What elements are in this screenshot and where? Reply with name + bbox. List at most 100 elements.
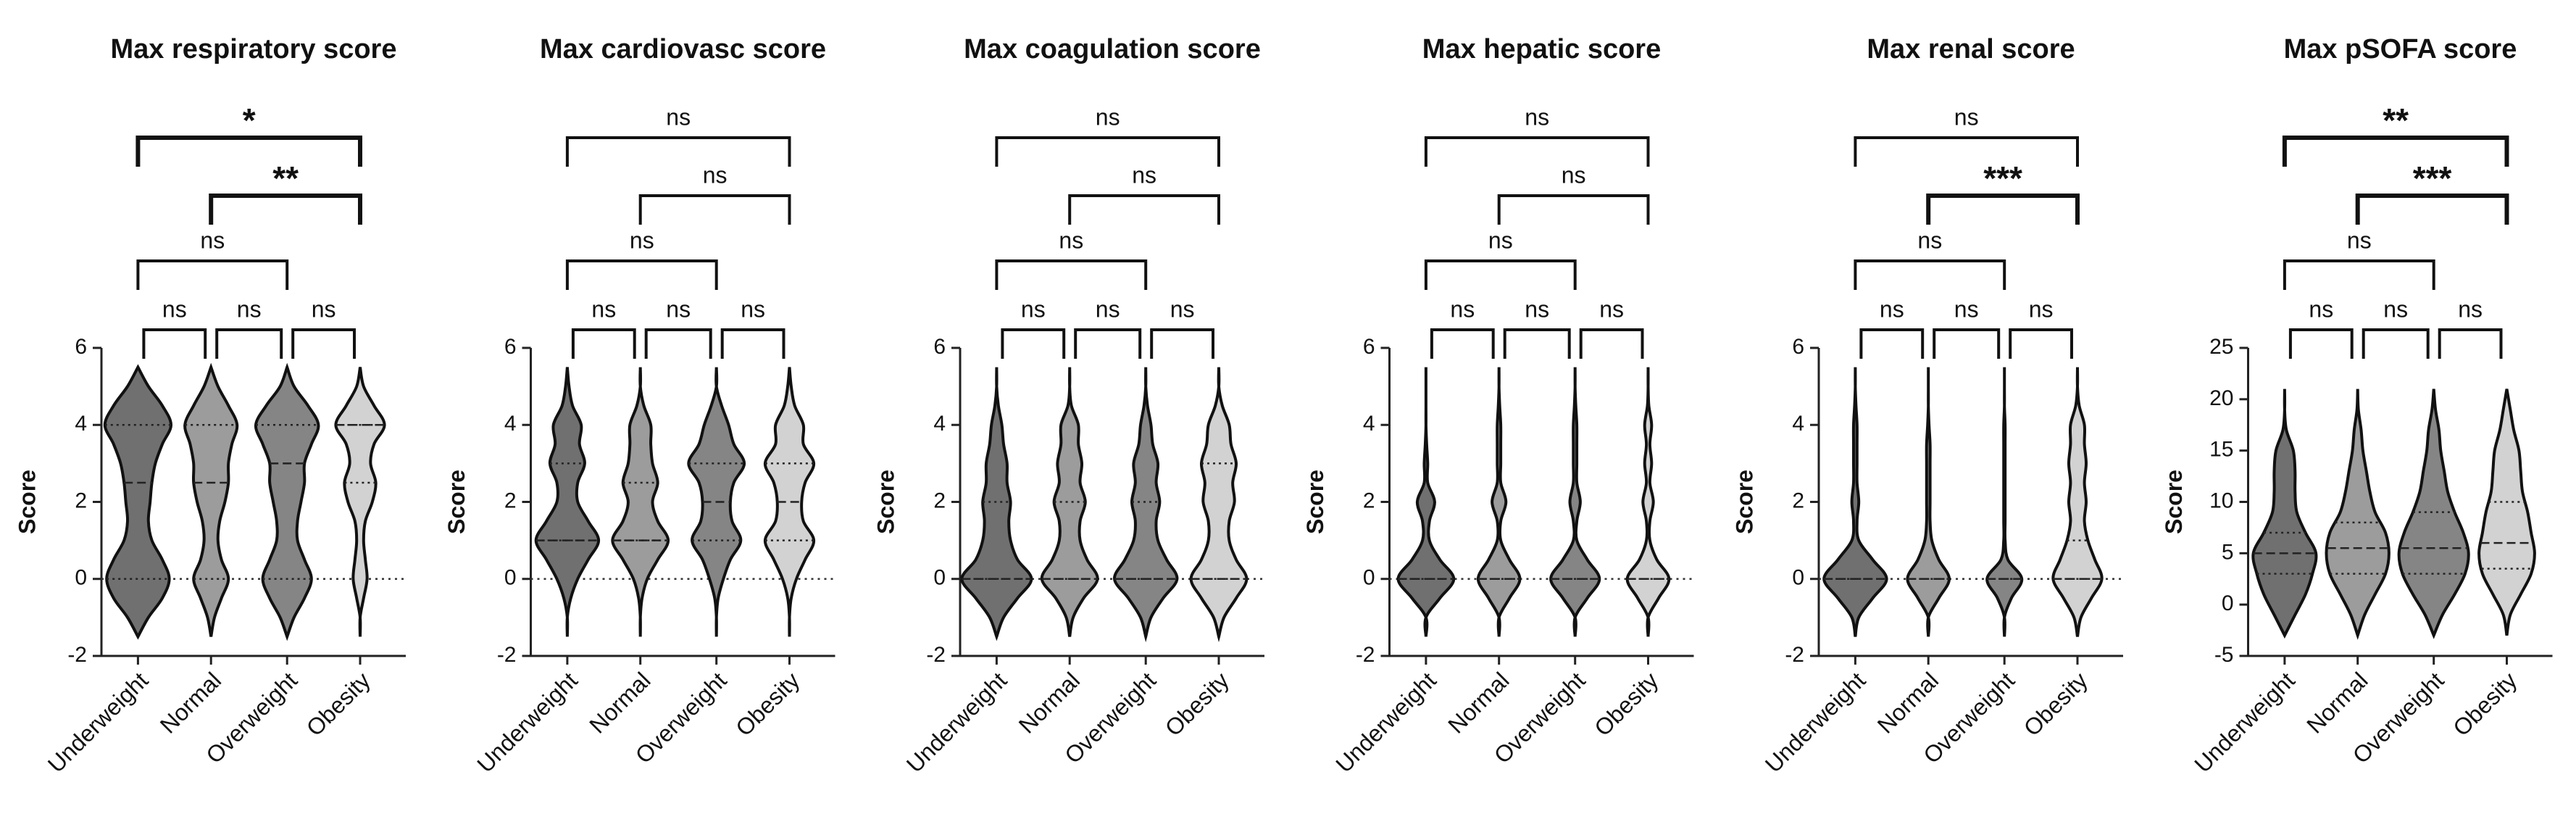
panel: Max hepatic score Score -2 0 2 4 6 Underweight N… <box>1302 34 1694 778</box>
y-axis-label: Score <box>1302 470 1328 534</box>
y-tick-label: -2 <box>1356 643 1375 667</box>
significance-bracket <box>1497 194 1650 225</box>
y-tick-label: -2 <box>67 643 87 667</box>
significance-bracket <box>571 328 636 359</box>
chart-title: Max hepatic score <box>1422 34 1661 65</box>
significance-label: ns <box>237 296 262 322</box>
significance-label: ns <box>1525 104 1549 130</box>
x-tick-label: Underweight <box>2189 667 2300 778</box>
significance-bracket <box>142 328 207 359</box>
significance-label: ns <box>2458 296 2483 322</box>
significance-bracket <box>2355 194 2509 225</box>
y-tick-label: 2 <box>1363 489 1375 512</box>
significance-bracket <box>2282 136 2509 167</box>
significance-bracket <box>995 136 1220 167</box>
violin <box>2477 388 2536 636</box>
x-tick-label: Underweight <box>1760 667 1871 778</box>
violin <box>960 367 1033 641</box>
violin <box>254 362 320 641</box>
significance-bracket <box>644 328 712 359</box>
y-tick-label: -2 <box>497 643 517 667</box>
significance-label: ** <box>272 159 299 197</box>
y-tick-label: 0 <box>2222 591 2234 615</box>
chart-title: Max renal score <box>1867 34 2075 65</box>
violin <box>1476 367 1522 637</box>
violin <box>534 367 601 637</box>
violin <box>1985 367 2024 637</box>
x-tick-label: Normal <box>1872 667 1943 738</box>
significance-label: ** <box>2383 101 2409 139</box>
violin <box>763 367 816 637</box>
y-tick-label: -2 <box>926 643 946 667</box>
significance-label: * <box>243 101 256 139</box>
violin <box>611 367 670 637</box>
significance-bracket <box>2362 328 2430 359</box>
x-tick-label: Underweight <box>43 667 154 778</box>
significance-label: ns <box>741 296 765 322</box>
significance-bracket <box>2009 328 2073 359</box>
y-tick-label: 5 <box>2222 540 2234 564</box>
violin <box>103 364 173 640</box>
x-tick-label: Underweight <box>901 667 1012 778</box>
y-tick-label: -5 <box>2214 643 2234 667</box>
y-tick-label: 4 <box>933 412 946 436</box>
significance-label: ns <box>2309 296 2333 322</box>
violin <box>1189 367 1249 643</box>
significance-label: ns <box>2383 296 2408 322</box>
significance-label: ns <box>703 162 728 188</box>
y-tick-label: 6 <box>1792 335 1804 359</box>
y-tick-label: 25 <box>2209 335 2233 359</box>
violin <box>1822 367 1888 637</box>
y-tick-label: 4 <box>1792 412 1804 436</box>
significance-bracket <box>136 136 362 167</box>
y-axis-label: Score <box>1731 470 1757 534</box>
significance-bracket <box>1430 328 1495 359</box>
significance-label: ns <box>666 296 691 322</box>
chart-title: Max coagulation score <box>964 34 1261 65</box>
significance-bracket <box>1933 328 2001 359</box>
chart-title: Max pSOFA score <box>2284 34 2517 65</box>
significance-bracket <box>720 328 785 359</box>
y-tick-label: 0 <box>504 566 517 590</box>
x-tick-label: Obesity <box>730 667 804 741</box>
significance-label: ns <box>1954 104 1979 130</box>
y-tick-label: 0 <box>1792 566 1804 590</box>
significance-bracket <box>2283 259 2435 290</box>
x-tick-label: Normal <box>2301 667 2372 738</box>
y-axis-label: Score <box>14 470 40 534</box>
x-tick-label: Normal <box>584 667 655 738</box>
significance-label: ns <box>1059 227 1083 253</box>
panel: Max coagulation score Score -2 0 2 4 6 Underwei… <box>872 34 1264 778</box>
significance-label: ns <box>1599 296 1624 322</box>
y-tick-label: 0 <box>75 566 87 590</box>
significance-label: ns <box>162 296 187 322</box>
significance-label: ns <box>630 227 654 253</box>
y-axis-label: Score <box>443 470 470 534</box>
significance-bracket <box>1503 328 1571 359</box>
y-tick-label: 2 <box>1792 489 1804 512</box>
x-tick-label: Underweight <box>1330 667 1441 778</box>
significance-bracket <box>215 328 283 359</box>
y-tick-label: 2 <box>75 489 87 512</box>
panel: Max cardiovasc score Score -2 0 2 4 6 Underweig… <box>443 34 835 778</box>
violin <box>2325 388 2390 640</box>
significance-bracket <box>565 259 718 290</box>
y-tick-label: 20 <box>2209 386 2233 410</box>
significance-bracket <box>1074 328 1142 359</box>
chart-title: Max cardiovasc score <box>540 34 826 65</box>
x-tick-label: Obesity <box>301 667 375 741</box>
y-tick-label: 4 <box>504 412 517 436</box>
significance-label: ns <box>1170 296 1195 322</box>
y-tick-label: 0 <box>933 566 946 590</box>
violin <box>2251 388 2318 639</box>
significance-bracket <box>136 259 289 290</box>
y-tick-label: 2 <box>933 489 946 512</box>
significance-bracket <box>2438 328 2503 359</box>
y-tick-label: -2 <box>1785 643 1804 667</box>
significance-label: ns <box>200 227 225 253</box>
y-tick-label: 6 <box>75 335 87 359</box>
significance-label: ns <box>2029 296 2054 322</box>
y-tick-label: 6 <box>1363 335 1375 359</box>
violin <box>334 367 386 637</box>
